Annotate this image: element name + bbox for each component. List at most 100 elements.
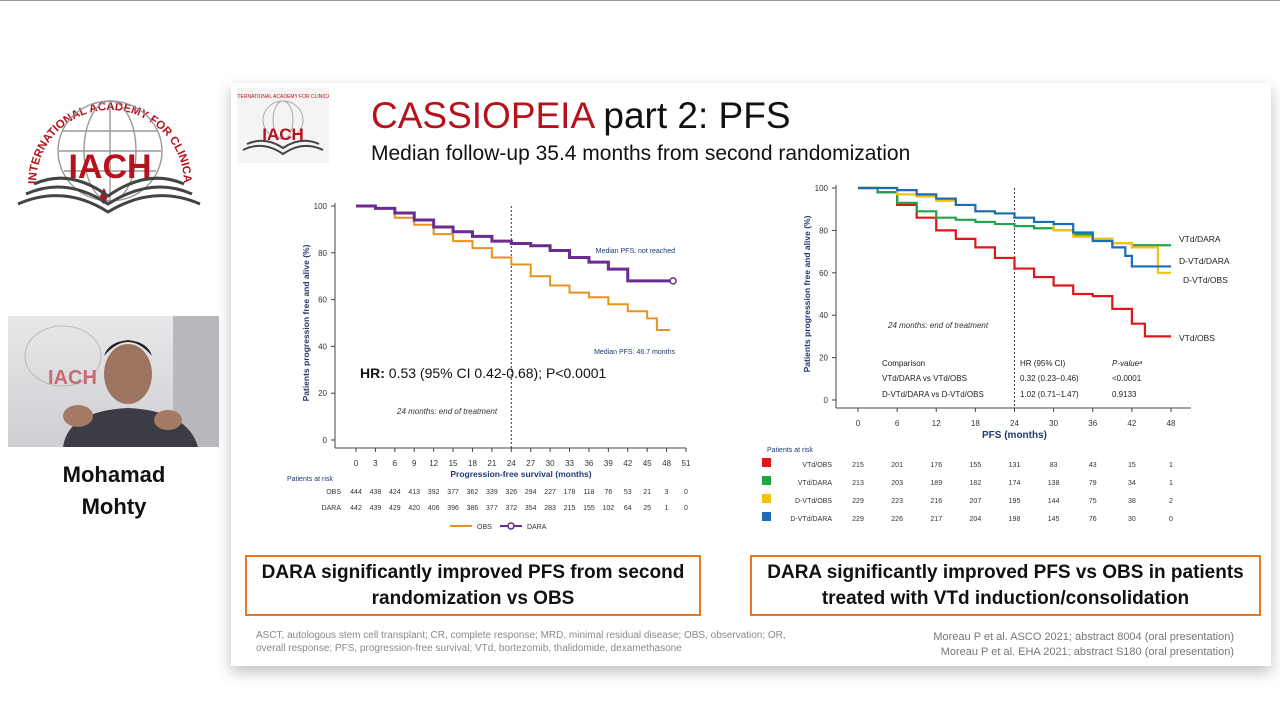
risk-count: 326 [505,489,517,496]
risk-count: 204 [970,516,982,523]
risk-count: 362 [467,489,479,496]
slide-iach-logo: INTERNATIONAL ACADEMY FOR CLINICAL IACH [237,88,329,163]
risk-row-label: D-VTd/DARA [790,516,832,523]
series-label: VTd/DARA [1179,234,1221,244]
comparison-header: HR (95% CI) [1020,359,1066,368]
x-tick-label: 48 [1167,419,1176,428]
risk-count: 283 [544,505,556,512]
risk-count: 1 [665,505,669,512]
risk-color-swatch [762,458,771,467]
risk-count: 34 [1128,480,1136,487]
risk-count: 354 [525,505,537,512]
legend-label: DARA [527,524,547,531]
series-label: D-VTd/DARA [1179,256,1230,266]
y-tick-label: 80 [819,226,828,235]
risk-count: 1 [1169,480,1173,487]
risk-count: 392 [428,489,440,496]
median-pfs-label: Median PFS: not reached [596,248,675,255]
x-tick-label: 15 [449,459,458,468]
risk-count: 201 [891,462,903,469]
x-tick-label: 36 [584,459,593,468]
x-tick-label: 9 [412,459,417,468]
risk-count: 215 [564,505,576,512]
risk-count: 229 [852,516,864,523]
x-tick-label: 3 [373,459,378,468]
risk-count: 30 [1128,516,1136,523]
risk-count: 227 [544,489,556,496]
comparison-cell: VTd/DARA vs VTd/OBS [882,374,967,383]
risk-count: 377 [486,505,498,512]
risk-count: 213 [852,480,864,487]
comparison-cell: <0.0001 [1112,374,1142,383]
risk-count: 176 [930,462,942,469]
risk-count: 0 [684,489,688,496]
risk-count: 15 [1128,462,1136,469]
y-tick-label: 0 [824,396,829,405]
risk-count: 3 [665,489,669,496]
risk-count: 131 [1009,462,1021,469]
risk-count: 79 [1089,480,1097,487]
end-of-treatment-annotation: 24 months: end of treatment [396,407,498,416]
series-label: VTd/OBS [1179,333,1215,343]
x-tick-label: 30 [546,459,555,468]
conclusion-right: DARA significantly improved PFS vs OBS i… [750,555,1261,616]
slide-title: CASSIOPEIA part 2: PFS [371,95,791,137]
legend-label: OBS [477,524,492,531]
risk-row-label: OBS [326,489,341,496]
risk-count: 25 [643,505,651,512]
risk-count: 144 [1048,498,1060,505]
comparison-cell: 0.32 (0.23–0.46) [1020,374,1079,383]
slide-subtitle: Median follow-up 35.4 months from second… [371,142,911,165]
risk-row-label: D-VTd/OBS [795,498,832,505]
comparison-cell: 0.9133 [1112,390,1137,399]
km-curve-dara [356,204,674,283]
risk-row-label: DARA [322,505,342,512]
x-tick-label: 42 [623,459,632,468]
risk-count: 429 [389,505,401,512]
risk-count: 372 [505,505,517,512]
x-tick-label: 0 [856,419,861,428]
risk-count: 377 [447,489,459,496]
reference-1: Moreau P et al. ASCO 2021; abstract 8004… [933,631,1234,643]
comparison-cell: D-VTd/DARA vs D-VTd/OBS [882,390,984,399]
risk-count: 174 [1009,480,1021,487]
speaker-first-name: Mohamad [62,462,166,487]
risk-row-label: VTd/DARA [798,480,833,487]
risk-count: 439 [370,505,382,512]
abbreviations-footnote: ASCT, autologous stem cell transplant; C… [256,630,786,654]
comparison-header: Comparison [882,359,925,368]
risk-count: 83 [1050,462,1058,469]
risk-count: 189 [930,480,942,487]
risk-count: 424 [389,489,401,496]
risk-count: 438 [370,489,382,496]
svg-text:IACH: IACH [262,125,304,144]
risk-count: 75 [1089,498,1097,505]
risk-color-swatch [762,512,771,521]
risk-count: 53 [624,489,632,496]
title-rest: part 2: PFS [593,95,791,136]
hazard-ratio: HR: 0.53 (95% CI 0.42-0.68); P<0.0001 [360,365,607,381]
risk-count: 420 [408,505,420,512]
risk-count: 155 [583,505,595,512]
y-tick-label: 20 [318,389,327,398]
x-tick-label: 48 [662,459,671,468]
conclusion-left: DARA significantly improved PFS from sec… [245,555,701,616]
risk-count: 145 [1048,516,1060,523]
risk-count: 339 [486,489,498,496]
y-axis-label: Patients progression free and alive (%) [301,244,311,401]
risk-count: 0 [684,505,688,512]
speaker-last-name: Mohty [81,494,147,519]
risk-count: 215 [852,462,864,469]
legend-marker [507,522,515,530]
x-tick-label: 42 [1127,419,1136,428]
risk-count: 43 [1089,462,1097,469]
risk-count: 223 [891,498,903,505]
speaker-webcam: IACH [8,316,219,447]
risk-count: 229 [852,498,864,505]
svg-text:IACH: IACH [48,367,97,389]
y-axis-label: Patients progression free and alive (%) [802,215,812,372]
x-tick-label: 0 [354,459,359,468]
risk-count: 444 [350,489,362,496]
y-tick-label: 100 [815,184,829,193]
